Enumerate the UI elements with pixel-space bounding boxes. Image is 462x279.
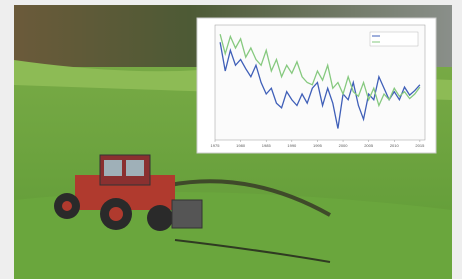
x-tick-label: 1995 — [313, 143, 323, 148]
x-tick-label: 1980 — [236, 143, 246, 148]
x-tick-label: 1975 — [211, 143, 221, 148]
inset-chart — [197, 18, 436, 153]
legend-box — [370, 32, 418, 46]
scene: 1975 1980 1985 1990 1995 2000 2005 2010 2015 — [0, 0, 462, 279]
x-tick-label: 2015 — [415, 143, 425, 148]
x-tick-label: 2010 — [390, 143, 400, 148]
x-tick-label: 1985 — [262, 143, 272, 148]
x-tick-label: 1990 — [287, 143, 297, 148]
x-tick-label: 2000 — [339, 143, 349, 148]
x-tick-label: 2005 — [364, 143, 374, 148]
